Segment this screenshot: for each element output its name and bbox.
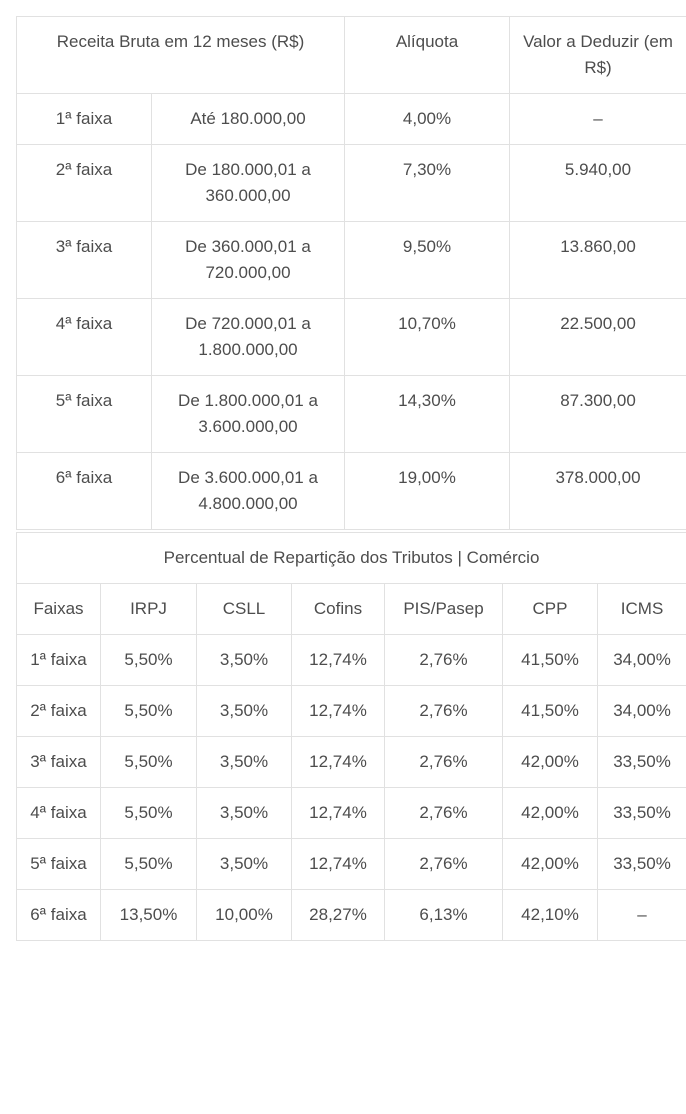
csll-cell: 3,50% [196, 685, 292, 737]
tax-tables-container: Receita Bruta em 12 meses (R$) Alíquota … [15, 16, 686, 941]
csll-cell: 3,50% [196, 838, 292, 890]
tax-distribution-table: Percentual de Repartição dos Tributos | … [15, 532, 686, 941]
header-faixas: Faixas [16, 583, 101, 635]
range-cell: De 720.000,01 a 1.800.000,00 [150, 298, 346, 376]
distribution-header-row: Faixas IRPJ CSLL Cofins PIS/Pasep CPP IC… [16, 583, 686, 635]
header-csll: CSLL [196, 583, 292, 635]
table-row: 6ª faixa 13,50% 10,00% 28,27% 6,13% 42,1… [16, 889, 686, 941]
cofins-cell: 28,27% [291, 889, 385, 941]
table-row: 6ª faixa De 3.600.000,01 a 4.800.000,00 … [16, 452, 686, 530]
table-row: 3ª faixa 5,50% 3,50% 12,74% 2,76% 42,00%… [16, 736, 686, 788]
table-row: 3ª faixa De 360.000,01 a 720.000,00 9,50… [16, 221, 686, 299]
icms-cell: 34,00% [596, 685, 686, 737]
faixa-cell: 2ª faixa [16, 144, 152, 222]
table-row: 5ª faixa De 1.800.000,01 a 3.600.000,00 … [16, 375, 686, 453]
table-row: 2ª faixa De 180.000,01 a 360.000,00 7,30… [16, 144, 686, 222]
faixa-cell: 3ª faixa [16, 221, 152, 299]
cpp-cell: 42,00% [502, 736, 598, 788]
cpp-cell: 41,50% [502, 634, 598, 686]
icms-cell: 34,00% [596, 634, 686, 686]
irpj-cell: 5,50% [100, 634, 197, 686]
header-receita-bruta: Receita Bruta em 12 meses (R$) [15, 16, 346, 94]
aliquota-cell: 10,70% [344, 298, 511, 376]
aliquota-cell: 14,30% [344, 375, 511, 453]
cofins-cell: 12,74% [291, 685, 385, 737]
table-row: 2ª faixa 5,50% 3,50% 12,74% 2,76% 41,50%… [16, 685, 686, 737]
header-icms: ICMS [596, 583, 686, 635]
distribution-table-title: Percentual de Repartição dos Tributos | … [15, 532, 686, 584]
irpj-cell: 5,50% [100, 787, 197, 839]
table-row: 4ª faixa De 720.000,01 a 1.800.000,00 10… [16, 298, 686, 376]
faixa-cell: 6ª faixa [16, 452, 152, 530]
icms-cell: 33,50% [596, 787, 686, 839]
csll-cell: 10,00% [196, 889, 292, 941]
range-cell: De 180.000,01 a 360.000,00 [150, 144, 346, 222]
faixa-cell: 4ª faixa [16, 298, 152, 376]
aliquota-cell: 19,00% [344, 452, 511, 530]
faixa-cell: 1ª faixa [16, 634, 101, 686]
pis-pasep-cell: 2,76% [384, 787, 503, 839]
faixa-cell: 1ª faixa [16, 93, 152, 145]
pis-pasep-cell: 2,76% [384, 634, 503, 686]
table-row: 1ª faixa Até 180.000,00 4,00% – [16, 93, 686, 145]
aliquota-cell: 9,50% [344, 221, 511, 299]
range-cell: De 360.000,01 a 720.000,00 [150, 221, 346, 299]
icms-cell: – [596, 889, 686, 941]
faixa-cell: 2ª faixa [16, 685, 101, 737]
brackets-header-row: Receita Bruta em 12 meses (R$) Alíquota … [15, 16, 686, 94]
header-irpj: IRPJ [100, 583, 197, 635]
cofins-cell: 12,74% [291, 736, 385, 788]
cofins-cell: 12,74% [291, 838, 385, 890]
valor-cell: 22.500,00 [509, 298, 686, 376]
csll-cell: 3,50% [196, 634, 292, 686]
faixa-cell: 5ª faixa [16, 375, 152, 453]
header-valor-deduzir: Valor a Deduzir (em R$) [509, 16, 686, 94]
cpp-cell: 42,10% [502, 889, 598, 941]
range-cell: De 1.800.000,01 a 3.600.000,00 [150, 375, 346, 453]
icms-cell: 33,50% [596, 838, 686, 890]
valor-cell: – [509, 93, 686, 145]
icms-cell: 33,50% [596, 736, 686, 788]
cofins-cell: 12,74% [291, 787, 385, 839]
table-row: 5ª faixa 5,50% 3,50% 12,74% 2,76% 42,00%… [16, 838, 686, 890]
irpj-cell: 5,50% [100, 838, 197, 890]
cpp-cell: 42,00% [502, 787, 598, 839]
table-row: 4ª faixa 5,50% 3,50% 12,74% 2,76% 42,00%… [16, 787, 686, 839]
header-aliquota: Alíquota [344, 16, 511, 94]
pis-pasep-cell: 6,13% [384, 889, 503, 941]
valor-cell: 378.000,00 [509, 452, 686, 530]
csll-cell: 3,50% [196, 787, 292, 839]
valor-cell: 87.300,00 [509, 375, 686, 453]
aliquota-cell: 7,30% [344, 144, 511, 222]
aliquota-cell: 4,00% [344, 93, 511, 145]
pis-pasep-cell: 2,76% [384, 736, 503, 788]
valor-cell: 5.940,00 [509, 144, 686, 222]
pis-pasep-cell: 2,76% [384, 685, 503, 737]
irpj-cell: 5,50% [100, 685, 197, 737]
range-cell: De 3.600.000,01 a 4.800.000,00 [150, 452, 346, 530]
faixa-cell: 5ª faixa [16, 838, 101, 890]
header-cofins: Cofins [291, 583, 385, 635]
distribution-title-row: Percentual de Repartição dos Tributos | … [15, 532, 686, 584]
irpj-cell: 13,50% [100, 889, 197, 941]
range-cell: Até 180.000,00 [150, 93, 346, 145]
faixa-cell: 6ª faixa [16, 889, 101, 941]
irpj-cell: 5,50% [100, 736, 197, 788]
cofins-cell: 12,74% [291, 634, 385, 686]
tax-brackets-table: Receita Bruta em 12 meses (R$) Alíquota … [15, 16, 686, 530]
faixa-cell: 4ª faixa [16, 787, 101, 839]
valor-cell: 13.860,00 [509, 221, 686, 299]
table-row: 1ª faixa 5,50% 3,50% 12,74% 2,76% 41,50%… [16, 634, 686, 686]
cpp-cell: 41,50% [502, 685, 598, 737]
faixa-cell: 3ª faixa [16, 736, 101, 788]
pis-pasep-cell: 2,76% [384, 838, 503, 890]
csll-cell: 3,50% [196, 736, 292, 788]
header-pis-pasep: PIS/Pasep [384, 583, 503, 635]
header-cpp: CPP [502, 583, 598, 635]
cpp-cell: 42,00% [502, 838, 598, 890]
